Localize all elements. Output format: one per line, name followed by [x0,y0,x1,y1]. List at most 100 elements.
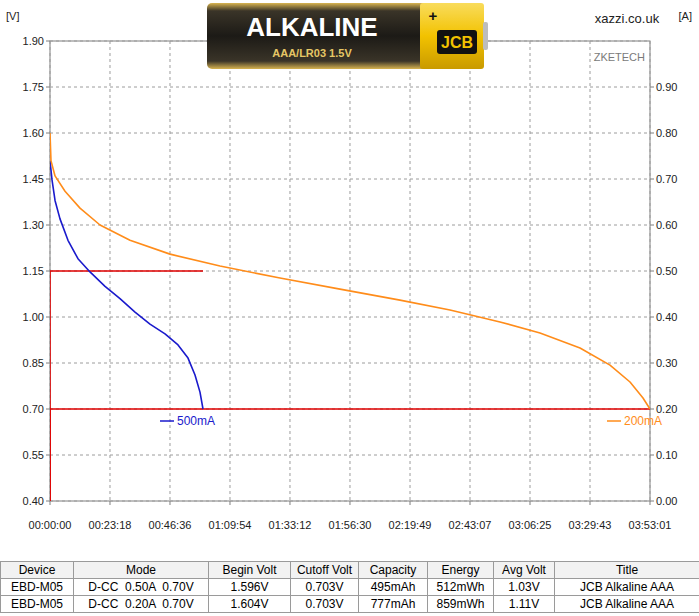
y-tick-label: 1.30 [23,219,44,231]
column-header: Mode [74,562,209,579]
y-grid-line [50,179,650,180]
y-tick [46,271,50,272]
battery-logo: JCB [441,34,473,51]
x-tick [650,501,651,505]
y2-tick [650,179,654,180]
y-tick-label: 1.60 [23,127,44,139]
series-group [50,133,650,501]
y2-tick [650,133,654,134]
x-tick-label: 00:23:18 [89,519,132,531]
y2-tick-label: 0.70 [656,173,677,185]
y2-tick [650,363,654,364]
background [0,0,699,556]
chart: 00:00:0000:23:1800:46:3601:09:5401:33:12… [0,0,699,556]
y-tick [46,363,50,364]
column-header: Capacity [359,562,428,579]
battery-text: AAA/LR03 1.5V [272,47,352,59]
table-cell: EBD-M05 [1,596,74,613]
y2-tick-label: 0.50 [656,265,677,277]
y-axis-label: [V] [6,10,19,22]
x-tick-label: 03:29:43 [569,519,612,531]
y2-tick-label: 0.00 [656,495,677,507]
y2-tick-label: 0.30 [656,357,677,369]
x-tick-label: 00:00:00 [29,519,72,531]
x-tick-label: 02:19:49 [389,519,432,531]
y2-tick [650,455,654,456]
y-tick [46,87,50,88]
table-cell: 512mWh [428,579,494,596]
y-tick [46,41,50,42]
x-tick [410,501,411,505]
y2-tick-label: 0.80 [656,127,677,139]
voltage-line [50,161,203,409]
watermark: xazzi.co.uk [595,11,660,26]
y-tick [46,409,50,410]
column-header: Device [1,562,74,579]
x-tick-label: 03:53:01 [629,519,672,531]
plot-frame [50,41,650,501]
y-grid-line [50,87,650,88]
y-grid-line [50,133,650,134]
y-tick-label: 1.90 [23,35,44,47]
column-header: Energy [428,562,494,579]
table-cell: 495mAh [359,579,428,596]
x-tick-label: 02:43:07 [449,519,492,531]
table-cell: EBD-M05 [1,579,74,596]
y-tick-label: 0.70 [23,403,44,415]
y-tick [46,317,50,318]
battery-plus: + [429,7,438,24]
battery-nub [483,22,488,50]
table-cell: 0.703V [291,579,359,596]
series-label: 500mA [160,414,215,428]
x-tick [349,501,350,505]
y2-axis-label: [A] [679,10,692,22]
y2-tick-label: 0.10 [656,449,677,461]
table-row: EBD-M05D-CC 0.50A 0.70V1.596V0.703V495mA… [1,579,699,596]
y2-tick [650,87,654,88]
x-tick [289,501,290,505]
y-tick-label: 1.75 [23,81,44,93]
y-tick [46,179,50,180]
x-tick [169,501,170,505]
y2-tick [650,271,654,272]
y-tick-label: 1.45 [23,173,44,185]
x-tick [470,501,471,505]
y-grid-line [50,363,650,364]
battery-body [207,3,427,69]
y-grid-line [50,501,650,502]
legend-label: 200mA [624,414,662,428]
y2-tick-label: 0.90 [656,81,677,93]
table-cell: JCB Alkaline AAA [555,596,699,613]
voltage-line [50,133,650,409]
y-tick [46,501,50,502]
y-tick-label: 0.85 [23,357,44,369]
y-grid-line [50,225,650,226]
table-cell: JCB Alkaline AAA [555,579,699,596]
y2-tick-label: 0.60 [656,219,677,231]
legend-swatch [160,420,174,422]
table-cell: D-CC 0.50A 0.70V [74,579,209,596]
y-tick [46,133,50,134]
table-cell: 1.03V [494,579,555,596]
grid: 00:00:0000:23:1800:46:3601:09:5401:33:12… [23,35,678,531]
x-tick-label: 01:33:12 [269,519,312,531]
legend-swatch [607,420,621,422]
table-cell: 777mAh [359,596,428,613]
y-tick-label: 0.55 [23,449,44,461]
battery-text: ALKALINE [246,12,377,42]
table-cell: 1.11V [494,596,555,613]
results-table: DeviceModeBegin VoltCutoff VoltCapacityE… [0,561,699,613]
x-tick-label: 00:46:36 [149,519,192,531]
brand: ZKETECH [594,51,645,63]
x-tick [50,501,51,505]
y2-tick [650,409,654,410]
logo-box [437,30,477,54]
y-tick-label: 1.15 [23,265,44,277]
current-line [50,409,650,501]
x-tick-label: 03:06:25 [509,519,552,531]
x-tick [530,501,531,505]
y-tick-label: 1.00 [23,311,44,323]
table-cell: 0.703V [291,596,359,613]
battery-image: ALKALINE AAA/LR03 1.5V JCB+ [207,3,488,69]
y-grid-line [50,455,650,456]
